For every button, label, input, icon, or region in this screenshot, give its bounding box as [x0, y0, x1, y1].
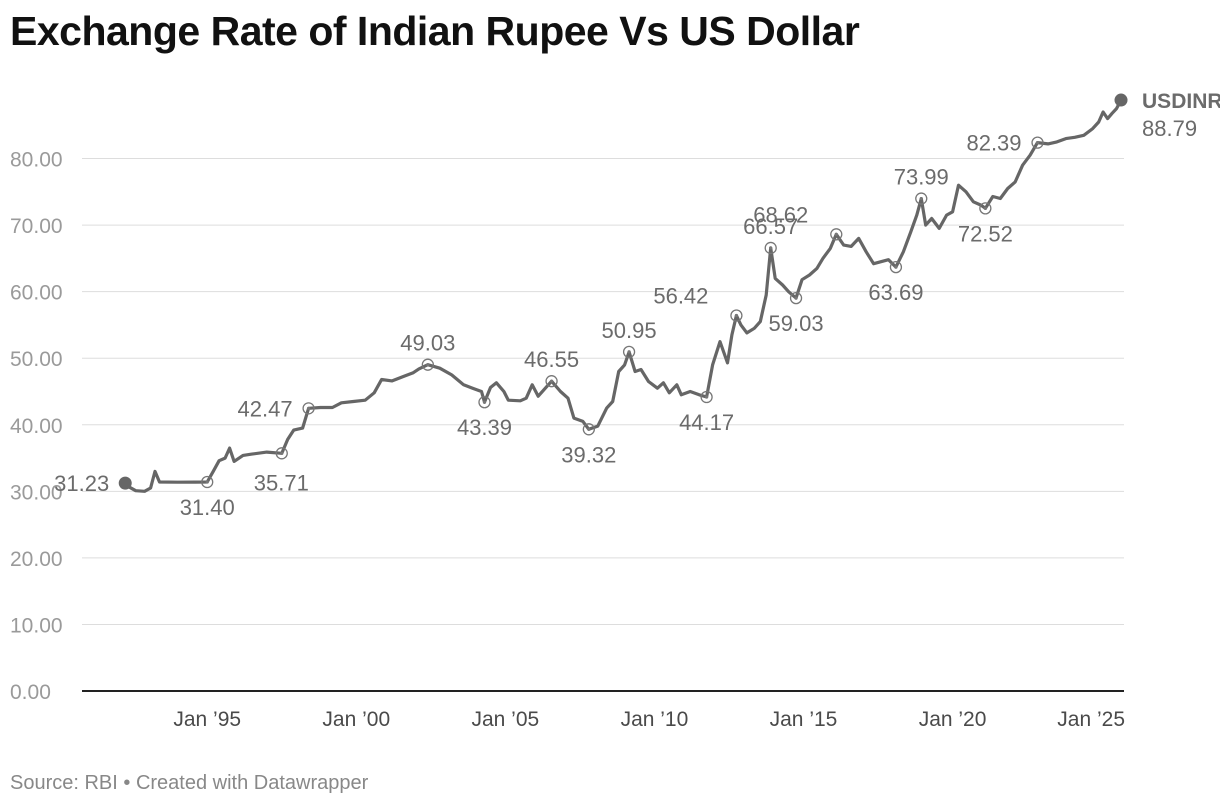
point-marker-dot: [894, 265, 898, 269]
y-tick-label: 20.00: [10, 548, 63, 571]
y-tick-label: 80.00: [10, 149, 63, 172]
point-marker-dot: [587, 427, 591, 431]
point-marker-dot: [983, 206, 987, 210]
point-marker: [545, 375, 558, 388]
series-line-usdinr: [123, 98, 1123, 493]
data-label: 35.71: [254, 470, 309, 495]
data-label: 72.52: [958, 221, 1013, 246]
x-tick-label: Jan ’20: [919, 708, 987, 731]
point-marker: [275, 447, 288, 460]
data-label: 31.23: [54, 471, 109, 496]
y-tick-label: 30.00: [10, 481, 63, 504]
point-marker-dot: [205, 480, 209, 484]
x-tick-label: Jan ’00: [322, 708, 390, 731]
point-marker-dot: [919, 196, 923, 201]
point-marker-dot: [794, 296, 798, 300]
data-label: 59.03: [769, 311, 824, 336]
x-tick-label: Jan ’25: [1057, 708, 1125, 731]
point-marker: [1031, 136, 1044, 149]
endpoint-marker: [1114, 93, 1128, 107]
y-gridlines: [82, 158, 1124, 625]
data-label: 49.03: [400, 331, 455, 356]
point-marker-dot: [1035, 141, 1040, 145]
x-tick-label: Jan ’15: [770, 708, 838, 731]
data-label: 42.47: [238, 396, 293, 421]
x-tick-label: Jan ’10: [621, 708, 689, 731]
point-marker-dot: [306, 406, 311, 410]
data-label: 50.95: [602, 318, 657, 343]
point-marker: [764, 241, 777, 255]
data-label: 68.62: [753, 202, 808, 227]
endpoint-marker: [118, 476, 132, 490]
data-label: 63.69: [868, 280, 923, 305]
data-label: 66.57: [743, 214, 798, 239]
point-marker-dot: [627, 350, 631, 354]
point-marker: [915, 192, 928, 205]
data-label: 39.32: [561, 442, 616, 467]
data-label: 88.79: [1142, 116, 1197, 141]
x-tick-label: Jan ’95: [173, 708, 241, 731]
point-marker: [730, 309, 743, 322]
point-marker: [789, 291, 803, 305]
data-label: 31.40: [180, 495, 235, 520]
point-marker: [582, 423, 595, 436]
y-tick-label: 40.00: [10, 415, 63, 438]
data-label: 82.39: [966, 131, 1021, 156]
x-tick-label: Jan ’05: [471, 708, 539, 731]
y-tick-label: 10.00: [10, 614, 63, 637]
point-marker-dot: [549, 379, 554, 383]
point-marker-dot: [482, 400, 487, 404]
y-tick-label: 60.00: [10, 282, 63, 305]
source-footer: Source: RBI • Created with Datawrapper: [10, 772, 369, 794]
data-label: 56.42: [653, 283, 708, 308]
point-marker: [979, 202, 992, 215]
point-marker: [830, 228, 843, 241]
y-tick-label: 50.00: [10, 348, 63, 371]
point-marker: [201, 475, 214, 489]
point-marker: [700, 390, 713, 404]
point-marker-dot: [734, 313, 739, 318]
data-label: 43.39: [457, 415, 512, 440]
data-label: 73.99: [894, 165, 949, 190]
point-marker-dot: [769, 246, 773, 250]
chart-title: Exchange Rate of Indian Rupee Vs US Doll…: [10, 8, 860, 54]
point-marker-dot: [426, 363, 430, 367]
y-tick-label: 70.00: [10, 215, 63, 238]
point-marker-dot: [834, 232, 838, 236]
point-marker: [622, 345, 636, 359]
point-marker: [889, 260, 903, 274]
point-marker-dot: [705, 395, 709, 399]
point-marker: [302, 402, 315, 415]
data-label: 44.17: [679, 410, 734, 435]
data-annotations: 31.23 31.40 35.71 42.47 49.03 43.39 46.55 39.32…: [54, 93, 1197, 520]
y-tick-label: 0.00: [10, 681, 51, 704]
point-marker: [478, 396, 491, 409]
point-marker: [421, 358, 434, 371]
point-marker-dot: [280, 451, 284, 455]
y-axis-ticks: 0.00 10.00 20.00 30.00 40.00 50.00 60.00 70.00 8…: [10, 149, 63, 704]
x-axis-ticks: Jan ’95 Jan ’00 Jan ’05 Jan ’10 Jan ’15 Jan ’…: [173, 708, 1125, 731]
data-label: 46.55: [524, 347, 579, 372]
series-name-label: USDINR: [1142, 90, 1220, 113]
